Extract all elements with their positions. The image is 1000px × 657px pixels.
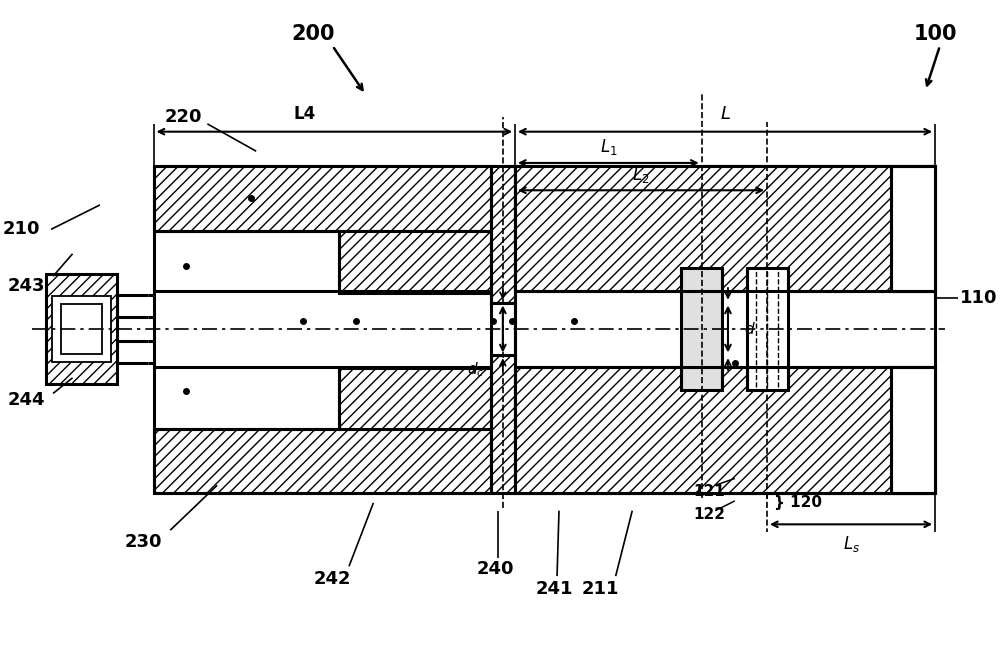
Bar (491, 303, 515, 355)
Text: $d$: $d$ (744, 321, 755, 337)
Bar (61, 304, 102, 354)
Text: 220: 220 (164, 108, 202, 126)
Bar (491, 355, 515, 493)
Bar (515, 367, 935, 493)
Text: 230: 230 (125, 533, 163, 551)
Text: } 120: } 120 (774, 495, 822, 510)
Text: 210: 210 (3, 220, 41, 238)
Bar (891, 166, 935, 292)
Text: 121: 121 (694, 484, 726, 499)
Text: $L$: $L$ (720, 105, 731, 123)
Text: 240: 240 (477, 560, 514, 578)
Bar (46, 274, 117, 384)
Text: $d_c$: $d_c$ (467, 361, 484, 379)
Text: 211: 211 (581, 580, 619, 598)
Text: 200: 200 (291, 24, 335, 44)
Text: 122: 122 (694, 507, 726, 522)
Bar (154, 428, 491, 493)
Text: 242: 242 (314, 570, 351, 588)
Bar (339, 231, 491, 293)
Text: 243: 243 (8, 277, 45, 295)
Bar (491, 166, 515, 303)
Text: 110: 110 (959, 288, 997, 307)
Bar (891, 367, 935, 493)
Bar (339, 368, 491, 428)
Bar (515, 166, 935, 493)
Text: L4: L4 (294, 105, 316, 123)
Text: $L_s$: $L_s$ (843, 534, 860, 554)
Text: 241: 241 (535, 580, 573, 598)
Bar (681, 269, 722, 390)
Text: $L_1$: $L_1$ (600, 137, 617, 157)
Text: $L_2$: $L_2$ (632, 165, 650, 185)
Bar (154, 166, 491, 231)
Bar (52, 296, 111, 362)
Bar (515, 166, 935, 292)
Text: 100: 100 (913, 24, 957, 44)
Bar (747, 269, 788, 390)
Text: 244: 244 (8, 392, 45, 409)
